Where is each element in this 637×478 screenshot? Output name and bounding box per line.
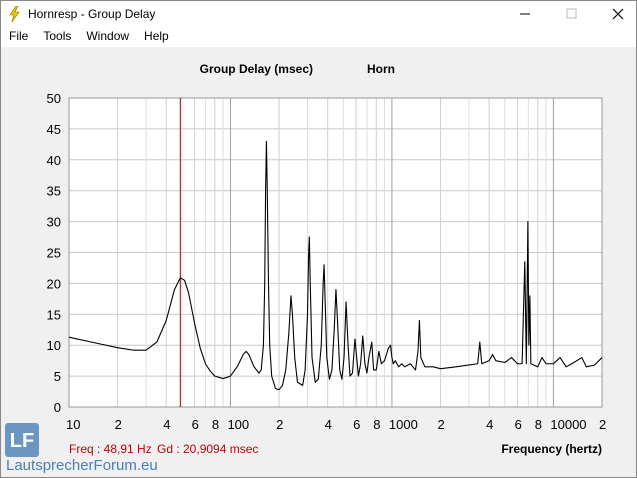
x-tick-label: 8 xyxy=(373,417,380,432)
menu-item[interactable]: File xyxy=(9,29,29,43)
y-tick-label: 5 xyxy=(54,369,61,384)
logo-letters: LF xyxy=(10,430,34,452)
x-tick-label: 4 xyxy=(163,417,170,432)
x-tick-label: 100 xyxy=(227,417,249,432)
y-tick-label: 30 xyxy=(47,215,61,230)
x-tick-label: 10000 xyxy=(550,417,586,432)
x-tick-label: 10 xyxy=(66,417,80,432)
window-controls[interactable] xyxy=(506,1,636,27)
chart-title: Group Delay (msec) xyxy=(200,62,313,76)
y-tick-label: 10 xyxy=(47,338,61,353)
x-tick-label: 6 xyxy=(192,417,199,432)
x-tick-label: 2 xyxy=(438,417,445,432)
cursor-gd-readout: Gd : 20,9094 msec xyxy=(157,442,258,456)
menu-bar: File Tools Window Help xyxy=(1,27,636,47)
y-tick-label: 20 xyxy=(47,276,61,291)
y-tick-label: 45 xyxy=(47,122,61,137)
x-tick-label: 2 xyxy=(115,417,122,432)
x-tick-label: 4 xyxy=(325,417,332,432)
chart: Group Delay (msec) Horn Frequency (hertz… xyxy=(5,62,606,474)
x-tick-label: 1000 xyxy=(389,417,418,432)
app-icon xyxy=(9,6,20,22)
close[interactable] xyxy=(612,8,624,20)
menu-item[interactable]: Tools xyxy=(43,29,72,43)
window-title: Hornresp - Group Delay xyxy=(28,7,156,21)
maximize[interactable] xyxy=(566,8,577,19)
data-line xyxy=(68,140,603,391)
x-tick-label: 6 xyxy=(515,417,522,432)
menu-item[interactable]: Help xyxy=(144,29,169,43)
watermark: LautsprecherForum.eu xyxy=(6,457,158,474)
title-bar: Hornresp - Group Delay xyxy=(1,1,636,27)
chart-subtitle: Horn xyxy=(367,62,395,76)
y-tick-label: 50 xyxy=(47,91,61,106)
logo-box xyxy=(5,423,39,457)
y-tick-label: 15 xyxy=(47,307,61,322)
x-tick-label: 8 xyxy=(535,417,542,432)
cursor-freq-readout: Freq : 48,91 Hz xyxy=(69,442,152,456)
y-tick-label: 40 xyxy=(47,153,61,168)
x-tick-label: 2 xyxy=(276,417,283,432)
x-tick-label: 2 xyxy=(599,417,606,432)
x-tick-label: 6 xyxy=(353,417,360,432)
y-tick-label: 35 xyxy=(47,184,61,199)
x-tick-label: 4 xyxy=(486,417,493,432)
menu-item[interactable]: Window xyxy=(86,29,130,43)
plot-frame xyxy=(68,97,603,408)
y-tick-label: 25 xyxy=(47,246,61,261)
x-tick-label: 8 xyxy=(212,417,219,432)
x-axis-label: Frequency (hertz) xyxy=(501,442,602,456)
y-tick-label: 0 xyxy=(54,400,61,415)
